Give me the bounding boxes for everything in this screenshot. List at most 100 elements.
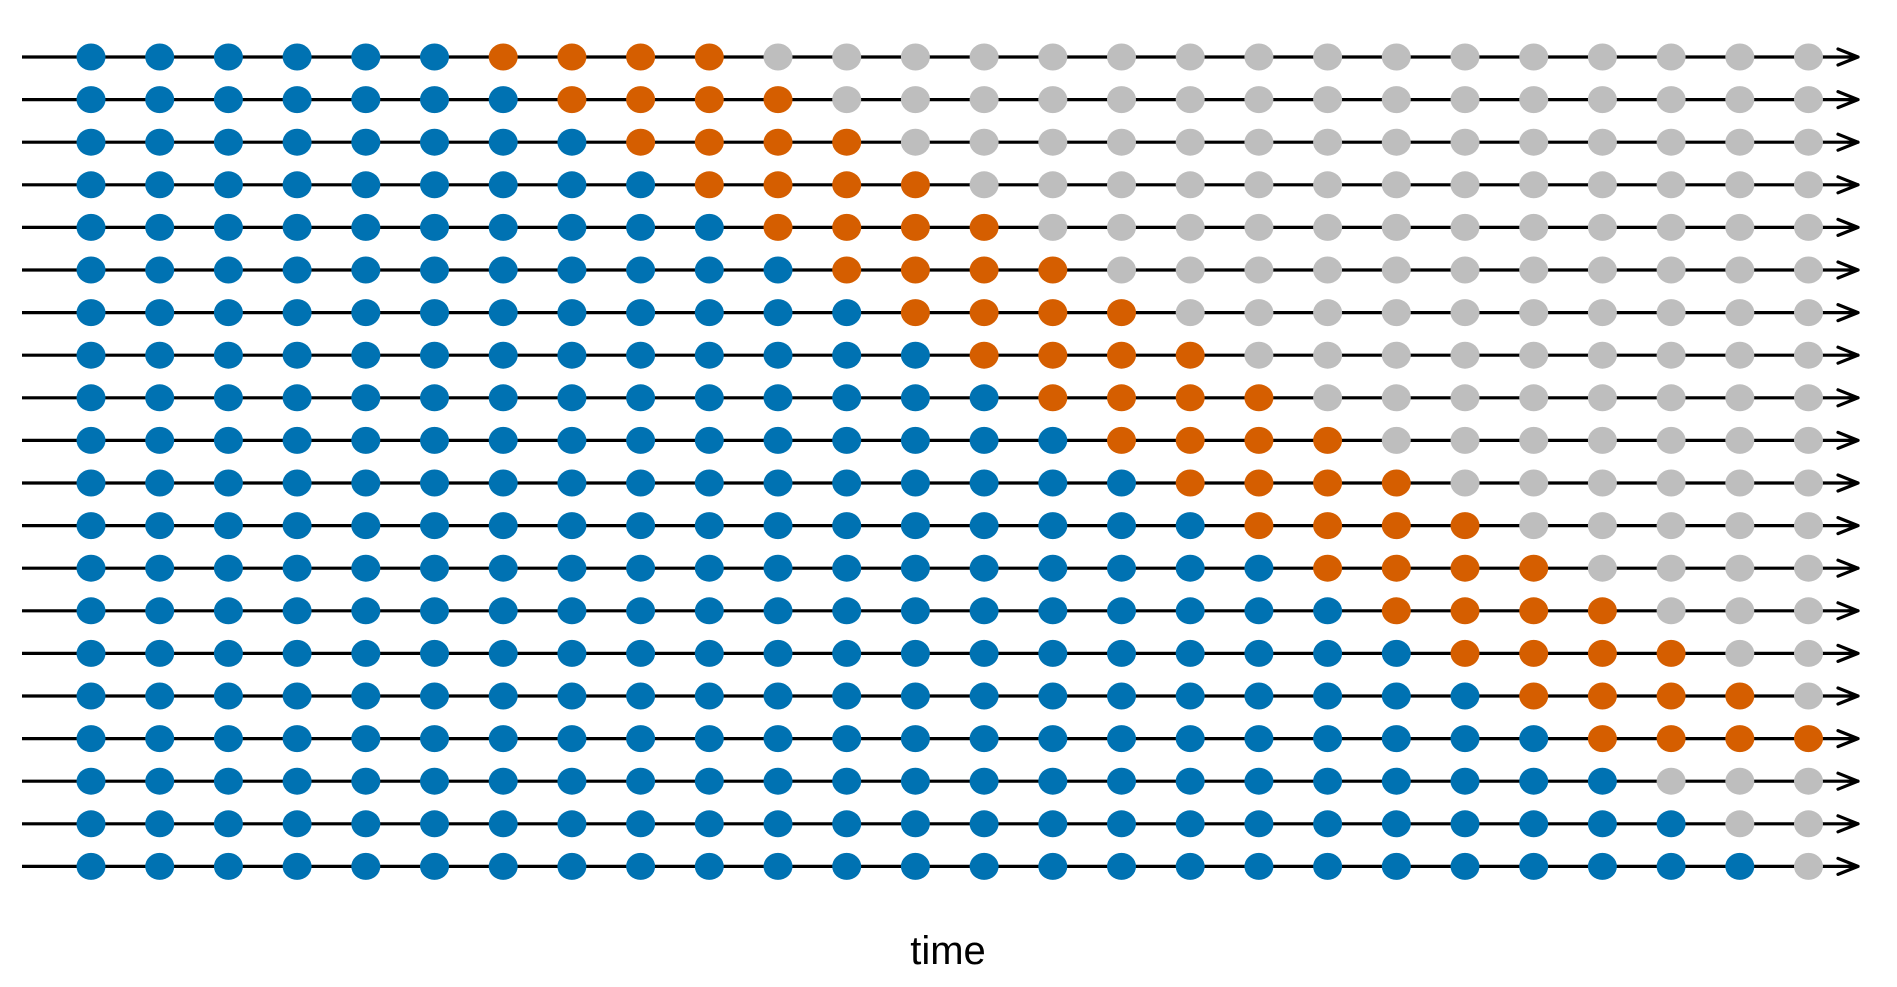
series-row [22,128,1860,156]
unused-point [1656,299,1686,327]
unused-point [1313,171,1343,199]
unused-point [1587,469,1617,497]
train-point [832,852,862,880]
train-point [557,554,587,582]
train-point [282,128,312,156]
unused-point [1725,639,1755,667]
unused-point [1794,43,1823,71]
train-point [1038,554,1068,582]
train-point [626,767,656,795]
train-point [1519,725,1549,753]
series-row [22,512,1860,540]
forecast-point [694,86,724,114]
forecast-point [1450,512,1480,540]
train-point [763,852,793,880]
forecast-point [1794,725,1823,753]
train-point [1381,810,1411,838]
train-point [1313,767,1343,795]
train-point [76,554,106,582]
unused-point [1794,469,1823,497]
train-point [145,426,175,454]
train-point [1381,767,1411,795]
train-point [488,639,518,667]
forecast-point [1587,725,1617,753]
train-point [900,682,930,710]
unused-point [1725,384,1755,412]
train-point [694,597,724,625]
series-row [22,171,1860,199]
unused-point [1794,852,1823,880]
train-point [145,682,175,710]
train-point [763,341,793,369]
train-point [488,767,518,795]
unused-point [1381,426,1411,454]
train-point [626,554,656,582]
train-point [145,256,175,284]
train-point [969,426,999,454]
train-point [557,725,587,753]
train-point [1175,810,1205,838]
train-point [76,767,106,795]
unused-point [1794,426,1823,454]
train-point [282,810,312,838]
unused-point [1175,213,1205,241]
train-point [900,384,930,412]
arrow-head-icon [1836,729,1860,749]
unused-point [1656,597,1686,625]
arrow-head-icon [1836,217,1860,237]
train-point [351,171,381,199]
arrow-head-icon [1836,686,1860,706]
forecast-point [1175,341,1205,369]
series-row [22,725,1860,753]
train-point [76,512,106,540]
unused-point [969,43,999,71]
train-point [557,341,587,369]
unused-point [1450,341,1480,369]
forecast-point [557,43,587,71]
train-point [76,852,106,880]
forecast-point [1587,597,1617,625]
train-point [626,299,656,327]
train-point [1038,725,1068,753]
train-point [832,426,862,454]
unused-point [1725,171,1755,199]
forecast-point [832,128,862,156]
unused-point [1656,43,1686,71]
unused-point [1313,43,1343,71]
unused-point [1244,256,1274,284]
unused-point [1725,554,1755,582]
train-point [282,213,312,241]
train-point [1450,810,1480,838]
train-point [1107,512,1136,540]
unused-point [1656,512,1686,540]
series-row [22,682,1860,710]
train-point [351,682,381,710]
unused-point [1519,128,1549,156]
forecast-point [1587,682,1617,710]
train-point [213,43,243,71]
unused-point [1794,128,1823,156]
unused-point [1656,384,1686,412]
train-point [1450,767,1480,795]
train-point [351,43,381,71]
train-point [763,639,793,667]
train-point [763,512,793,540]
train-point [282,43,312,71]
unused-point [1587,341,1617,369]
unused-point [1587,171,1617,199]
train-point [488,597,518,625]
train-point [145,384,175,412]
unused-point [1519,86,1549,114]
train-point [145,725,175,753]
train-point [694,810,724,838]
train-point [76,43,106,71]
unused-point [1244,213,1274,241]
train-point [420,384,449,412]
train-point [557,852,587,880]
train-point [488,213,518,241]
train-point [282,682,312,710]
train-point [969,682,999,710]
unused-point [1519,384,1549,412]
train-point [282,426,312,454]
train-point [969,384,999,412]
